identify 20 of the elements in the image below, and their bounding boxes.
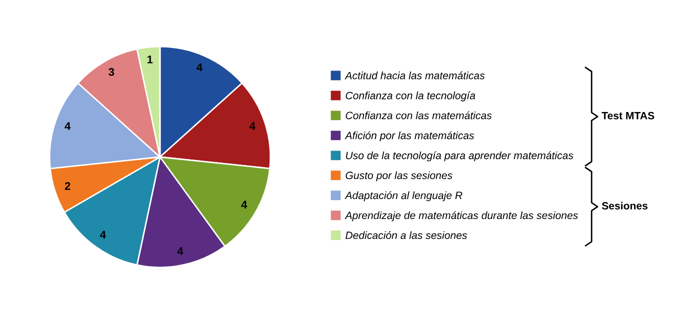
data-label: 4 [100, 230, 106, 238]
data-label: 3 [108, 68, 114, 76]
legend-label: Adaptación al lenguaje R [344, 191, 462, 202]
text: Sesiones [602, 202, 648, 210]
legend-label: Actitud hacia las matemáticas [344, 71, 485, 80]
text: Test MTAS [602, 112, 654, 120]
legend-label: Confianza con las matemáticas [346, 111, 492, 120]
data-label: 2 [64, 182, 70, 190]
data-label: 1 [147, 56, 153, 64]
data-label: 4 [249, 122, 256, 130]
legend-label: Confianza con la tecnología [346, 91, 476, 102]
data-label: 4 [177, 247, 184, 255]
data-label: 4 [64, 122, 71, 130]
data-label: 4 [196, 63, 203, 72]
legend-label: Aprendizaje de matemáticas durante las sesiones [344, 211, 578, 222]
legend-label: Uso de la tecnología para aprender matemáticas [346, 151, 574, 162]
legend-label: Gusto por las sesiones [346, 171, 452, 182]
legend-label: Afición por las matemáticas [344, 131, 474, 142]
data-label: 4 [241, 200, 248, 208]
legend-label: Dedicación a las sesiones [346, 231, 468, 240]
